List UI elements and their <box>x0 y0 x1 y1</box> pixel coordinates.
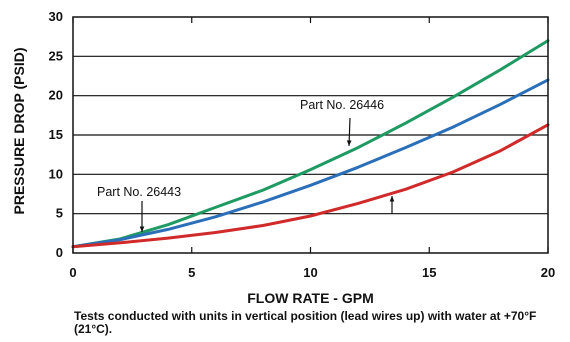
y-tick-label: 10 <box>49 166 63 181</box>
callouts: Part No. 26446 Part No. 26443 <box>97 98 395 232</box>
callout-label-26443: Part No. 26443 <box>97 185 181 199</box>
x-tick-label: 0 <box>69 265 76 280</box>
x-tick-label: 20 <box>541 265 555 280</box>
callout-arrow-26443 <box>139 201 145 232</box>
y-tick-label: 15 <box>49 127 63 142</box>
callout-arrow-red <box>389 196 395 214</box>
footnote: Tests conducted with units in vertical p… <box>74 309 537 336</box>
plot-frame <box>72 16 549 254</box>
callout-arrow-26446 <box>346 117 352 147</box>
y-axis-label: PRESSURE DROP (PSID) <box>11 48 27 215</box>
y-tick-label: 0 <box>56 245 63 260</box>
x-tick-label: 5 <box>188 265 195 280</box>
callout-label-26446: Part No. 26446 <box>300 98 384 112</box>
x-axis-label: FLOW RATE - GPM <box>247 290 374 306</box>
x-tick-label: 10 <box>303 265 317 280</box>
grid-lines <box>72 17 549 253</box>
tick-labels: 0 5 10 15 20 25 30 0 5 10 15 20 <box>49 9 556 280</box>
y-tick-label: 30 <box>49 9 63 24</box>
y-tick-label: 5 <box>56 206 63 221</box>
series-lines <box>71 39 550 249</box>
series-2-group <box>71 78 550 249</box>
y-tick-label: 20 <box>49 88 63 103</box>
x-tick-label: 15 <box>422 265 436 280</box>
y-tick-label: 25 <box>49 48 63 63</box>
